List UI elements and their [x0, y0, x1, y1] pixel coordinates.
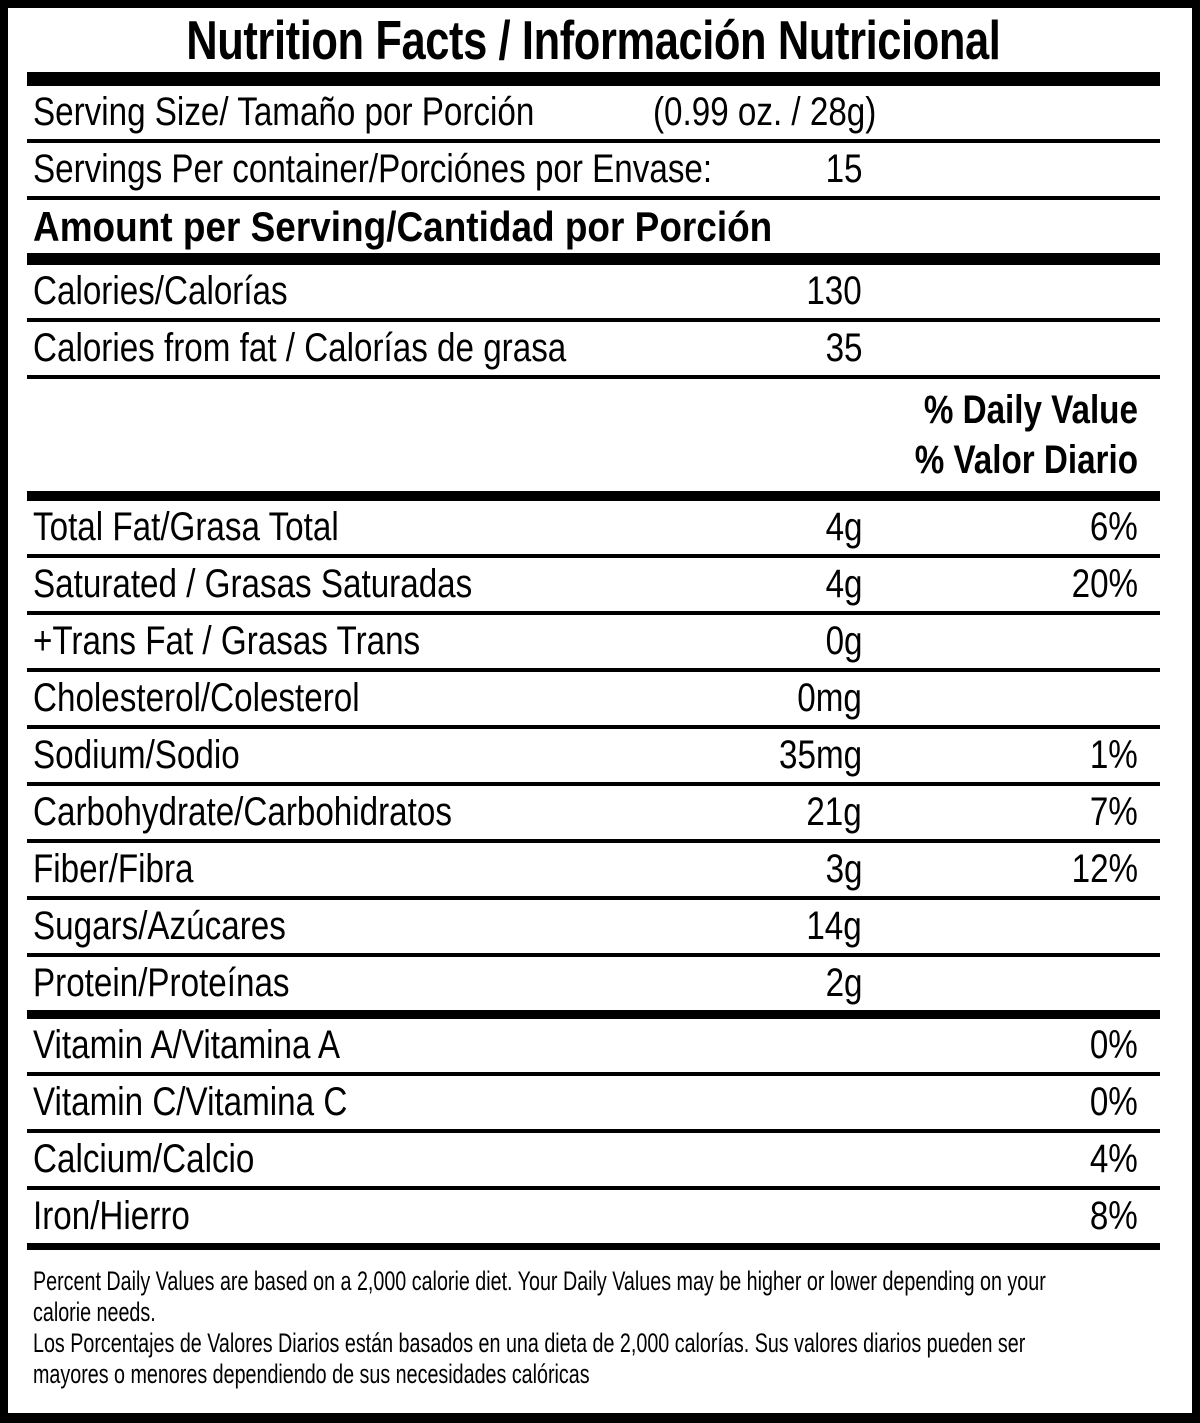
row-calcium: Calcium/Calcio 4% — [27, 1133, 1160, 1190]
nutrient-dv: 4% — [1090, 1137, 1138, 1181]
row-saturated-fat: Saturated / Grasas Saturadas 4g 20% — [27, 558, 1160, 615]
row-trans-fat: +Trans Fat / Grasas Trans 0g — [27, 615, 1160, 672]
serving-size-label: Serving Size/ Tamaño por Porción — [33, 90, 535, 134]
row-carbohydrate: Carbohydrate/Carbohidratos 21g 7% — [27, 786, 1160, 843]
nutrient-dv: 0% — [1090, 1080, 1138, 1124]
nutrient-dv: 0% — [1090, 1023, 1138, 1067]
daily-value-header-es: % Valor Diario — [914, 437, 1138, 482]
nutrient-amount: 35mg — [778, 733, 862, 777]
calories-from-fat-value: 35 — [825, 326, 862, 370]
row-fiber: Fiber/Fibra 3g 12% — [27, 843, 1160, 900]
row-amount-per-serving: Amount per Serving/Cantidad por Porción — [27, 200, 1160, 265]
calories-value: 130 — [806, 269, 862, 313]
nutrient-amount: 3g — [825, 847, 862, 891]
nutrient-dv: 6% — [1090, 505, 1138, 549]
row-calories-from-fat: Calories from fat / Calorías de grasa 35 — [27, 322, 1160, 379]
servings-per-container-label: Servings Per container/Porciónes por Env… — [33, 147, 713, 191]
nutrient-label: Cholesterol/Colesterol — [33, 676, 360, 720]
nutrient-label: Sugars/Azúcares — [33, 904, 286, 948]
nutrient-label: Iron/Hierro — [33, 1194, 190, 1238]
amount-per-serving-header: Amount per Serving/Cantidad por Porción — [33, 202, 773, 250]
nutrient-label: Carbohydrate/Carbohidratos — [33, 790, 452, 834]
nutrient-amount: 2g — [825, 961, 862, 1005]
row-protein: Protein/Proteínas 2g — [27, 957, 1160, 1019]
nutrient-amount: 21g — [806, 790, 862, 834]
nutrient-amount: 0mg — [797, 676, 862, 720]
footnote-es-line-1: Los Porcentajes de Valores Diarios están… — [33, 1328, 1026, 1358]
nutrient-label: Fiber/Fibra — [33, 847, 194, 891]
footnote-es-line-2: mayores o menores dependiendo de sus nec… — [33, 1359, 590, 1389]
nutrient-label: Vitamin C/Vitamina C — [33, 1080, 348, 1124]
servings-per-container-value: 15 — [825, 147, 862, 191]
footnote-en-line-2: calorie needs. — [33, 1297, 156, 1327]
row-total-fat: Total Fat/Grasa Total 4g 6% — [27, 501, 1160, 558]
label-title: Nutrition Facts / Información Nutriciona… — [186, 9, 1001, 71]
nutrient-label: +Trans Fat / Grasas Trans — [33, 619, 421, 663]
nutrient-amount: 4g — [825, 505, 862, 549]
nutrient-label: Vitamin A/Vitamina A — [33, 1023, 340, 1067]
calories-label: Calories/Calorías — [33, 269, 288, 313]
row-servings-per-container: Servings Per container/Porciónes por Env… — [27, 143, 1160, 200]
nutrient-label: Protein/Proteínas — [33, 961, 290, 1005]
nutrient-amount: 4g — [825, 562, 862, 606]
nutrient-amount: 14g — [806, 904, 862, 948]
row-sodium: Sodium/Sodio 35mg 1% — [27, 729, 1160, 786]
nutrient-label: Calcium/Calcio — [33, 1137, 255, 1181]
row-cholesterol: Cholesterol/Colesterol 0mg — [27, 672, 1160, 729]
nutrient-dv: 7% — [1090, 790, 1138, 834]
nutrient-dv: 20% — [1071, 562, 1138, 606]
daily-value-header-block: % Daily Value % Valor Diario — [27, 379, 1160, 501]
row-vitamin-a: Vitamin A/Vitamina A 0% — [27, 1019, 1160, 1076]
nutrient-dv: 12% — [1071, 847, 1138, 891]
row-iron: Iron/Hierro 8% — [27, 1190, 1160, 1250]
nutrient-amount: 0g — [825, 619, 862, 663]
daily-value-header-en: % Daily Value — [923, 387, 1138, 432]
row-calories: Calories/Calorías 130 — [27, 265, 1160, 322]
nutrient-label: Sodium/Sodio — [33, 733, 240, 777]
serving-size-value: (0.99 oz. / 28g) — [653, 90, 877, 134]
nutrient-label: Total Fat/Grasa Total — [33, 505, 339, 549]
nutrient-dv: 8% — [1090, 1194, 1138, 1238]
serving-size: Serving Size/ Tamaño por Porción (0.99 oz… — [33, 90, 1160, 135]
row-serving-size: Serving Size/ Tamaño por Porción (0.99 oz… — [27, 86, 1160, 143]
footnote-en-line-1: Percent Daily Values are based on a 2,00… — [33, 1266, 1046, 1296]
calories-from-fat-label: Calories from fat / Calorías de grasa — [33, 326, 567, 370]
nutrient-label: Saturated / Grasas Saturadas — [33, 562, 473, 606]
nutrient-dv: 1% — [1090, 733, 1138, 777]
footnote: Percent Daily Values are based on a 2,00… — [27, 1250, 1160, 1413]
row-vitamin-c: Vitamin C/Vitamina C 0% — [27, 1076, 1160, 1133]
row-sugars: Sugars/Azúcares 14g — [27, 900, 1160, 957]
label-title-block: Nutrition Facts / Información Nutriciona… — [27, 8, 1160, 86]
